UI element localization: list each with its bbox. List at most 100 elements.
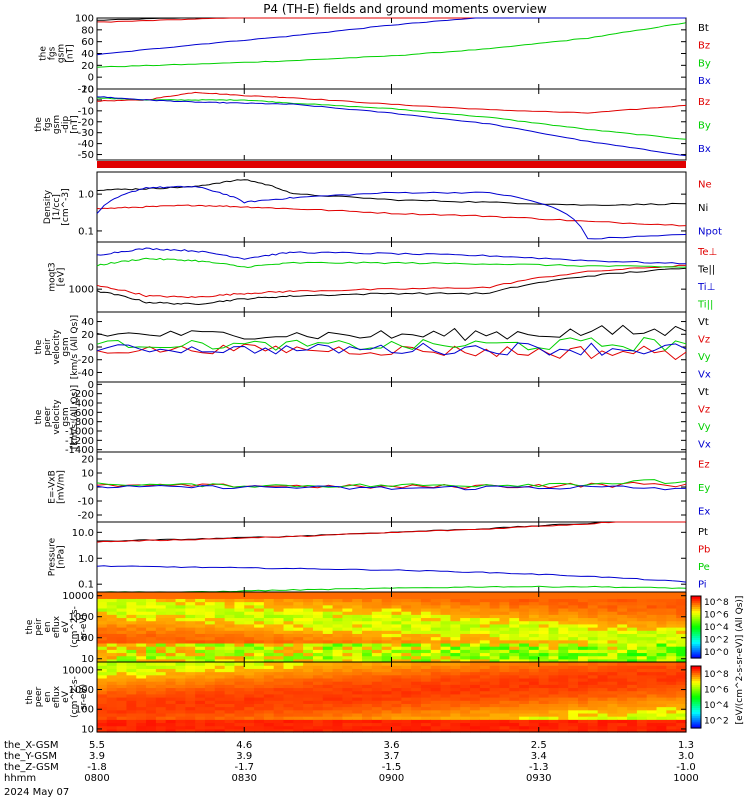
- heat-cell: [116, 627, 128, 631]
- heat-cell: [430, 703, 442, 708]
- heat-cell: [263, 623, 275, 628]
- heat-cell: [126, 655, 137, 660]
- colorbar-step: [691, 612, 701, 616]
- heat-cell: [303, 662, 314, 666]
- heat-cell: [411, 674, 422, 679]
- heat-cell: [116, 611, 128, 615]
- heat-cell: [106, 665, 118, 669]
- heat-cell: [656, 617, 667, 622]
- heat-cell: [597, 703, 609, 708]
- heat-cell: [568, 687, 579, 692]
- heat-cell: [97, 627, 108, 631]
- heat-cell: [538, 677, 550, 682]
- heat-cell: [479, 633, 491, 638]
- heat-cell: [371, 684, 383, 689]
- heat-cell: [234, 674, 245, 679]
- heat-cell: [597, 658, 609, 663]
- heat-cell: [401, 671, 412, 676]
- heat-cell: [411, 693, 422, 698]
- heat-cell: [597, 687, 609, 692]
- heat-cell: [548, 649, 559, 654]
- legend-pressure: Pb: [698, 544, 710, 555]
- heat-cell: [656, 671, 667, 676]
- heat-cell: [676, 614, 687, 619]
- heat-cell: [352, 706, 363, 711]
- heat-cell: [617, 607, 628, 612]
- heat-cell: [568, 623, 579, 628]
- heat-cell: [587, 658, 599, 663]
- heat-cell: [636, 687, 648, 692]
- heat-cell: [450, 620, 461, 625]
- heat-cell: [332, 598, 344, 603]
- heat-cell: [352, 681, 363, 685]
- heat-cell: [411, 604, 422, 609]
- heat-cell: [587, 665, 599, 669]
- y-label-line: [eV]: [57, 268, 67, 287]
- heat-cell: [263, 681, 275, 685]
- heat-cell: [146, 620, 157, 625]
- heat-cell: [312, 665, 324, 669]
- heat-cell: [519, 728, 530, 733]
- heat-cell: [587, 649, 599, 654]
- heat-cell: [587, 706, 599, 711]
- heat-cell: [656, 611, 667, 615]
- heat-cell: [450, 601, 461, 606]
- heat-cell: [646, 706, 658, 711]
- heat-cell: [499, 722, 510, 727]
- heat-cell: [244, 728, 255, 733]
- heat-cell: [489, 677, 501, 682]
- heat-cell: [470, 614, 481, 619]
- heat-cell: [568, 690, 579, 695]
- heat-cell: [479, 623, 491, 628]
- legend-e-field: Ex: [698, 506, 710, 517]
- colorbar-step: [691, 647, 701, 651]
- heat-cell: [185, 671, 196, 676]
- heat-cell: [303, 611, 314, 615]
- heat-cell: [499, 684, 510, 689]
- heat-cell: [548, 712, 559, 717]
- heat-cell: [224, 658, 236, 663]
- heat-cell: [548, 627, 559, 631]
- heat-cell: [401, 623, 412, 628]
- heat-cell: [165, 636, 177, 641]
- heat-cell: [617, 649, 628, 654]
- heat-cell: [597, 706, 609, 711]
- heat-cell: [362, 712, 373, 717]
- heat-cell: [283, 709, 294, 714]
- heat-cell: [627, 719, 638, 724]
- heat-cell: [371, 709, 383, 714]
- heat-cell: [332, 725, 344, 730]
- heat-cell: [254, 668, 265, 673]
- heat-cell: [636, 623, 648, 628]
- heat-cell: [371, 604, 383, 609]
- heat-cell: [224, 665, 236, 669]
- heat-cell: [411, 677, 422, 682]
- heat-cell: [460, 623, 471, 628]
- heat-cell: [106, 684, 118, 689]
- heat-cell: [617, 601, 628, 606]
- heat-cell: [106, 697, 118, 701]
- heat-cell: [460, 620, 471, 625]
- heat-cell: [470, 592, 481, 596]
- heat-cell: [175, 601, 186, 606]
- heat-cell: [411, 620, 422, 625]
- y-tick-label: 0: [88, 380, 94, 391]
- heat-cell: [479, 614, 491, 619]
- heat-cell: [420, 614, 432, 619]
- heat-cell: [175, 671, 186, 676]
- heat-cell: [440, 693, 451, 698]
- heat-cell: [460, 722, 471, 727]
- heat-cell: [646, 687, 658, 692]
- colorbar-step: [691, 686, 701, 690]
- heat-cell: [479, 639, 491, 644]
- heat-cell: [656, 677, 667, 682]
- heat-cell: [597, 614, 609, 619]
- heat-cell: [165, 700, 177, 704]
- heat-cell: [342, 700, 353, 704]
- heat-cell: [479, 674, 491, 679]
- heat-cell: [224, 614, 236, 619]
- heat-cell: [636, 649, 648, 654]
- heat-cell: [489, 598, 501, 603]
- heat-cell: [126, 722, 137, 727]
- heat-cell: [126, 668, 137, 673]
